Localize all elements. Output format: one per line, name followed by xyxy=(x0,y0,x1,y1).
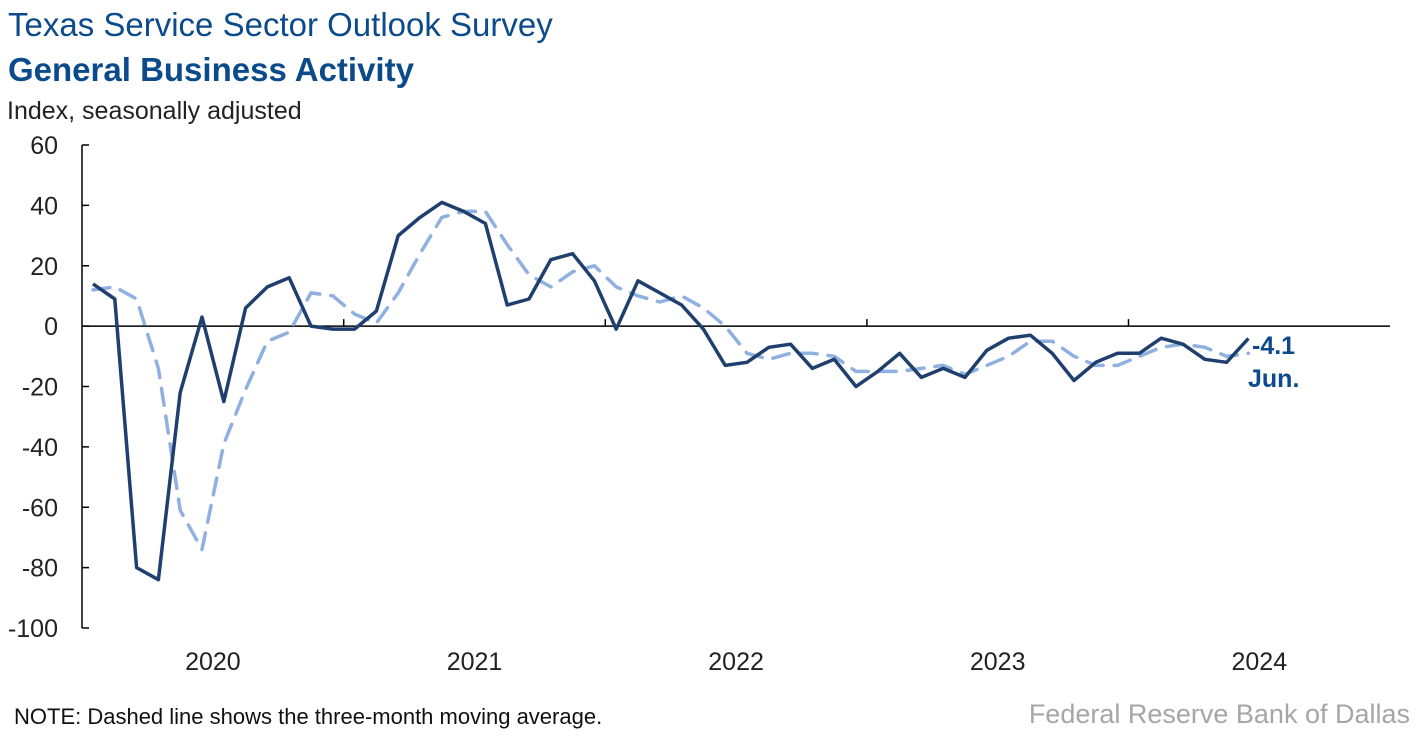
y-tick-label: 40 xyxy=(30,192,58,220)
annotation-label: Jun. xyxy=(1248,365,1299,393)
y-tick-label: -100 xyxy=(8,615,58,643)
x-tick-label: 2023 xyxy=(970,648,1026,676)
x-tick-label: 2021 xyxy=(447,648,503,676)
series-index xyxy=(92,200,1250,582)
y-tick-label: 20 xyxy=(30,253,58,281)
series-layer xyxy=(91,200,1251,582)
y-tick-label: 0 xyxy=(44,313,58,341)
x-tick-label: 2022 xyxy=(708,648,764,676)
chart-subtitle: General Business Activity xyxy=(8,51,414,88)
y-tick-label: -80 xyxy=(22,555,58,583)
x-tick-label: 2024 xyxy=(1231,648,1287,676)
source-label: Federal Reserve Bank of Dallas xyxy=(1028,699,1410,729)
footnote: NOTE: Dashed line shows the three-month … xyxy=(14,704,603,729)
annotation: -4.1 Jun. xyxy=(1248,332,1299,393)
axes xyxy=(81,144,1390,629)
y-tick-label: -40 xyxy=(22,434,58,462)
chart-title: Texas Service Sector Outlook Survey xyxy=(8,6,553,43)
y-tick-label: -60 xyxy=(22,494,58,522)
annotation-value: -4.1 xyxy=(1252,332,1295,360)
y-axis-label: Index, seasonally adjusted xyxy=(7,97,302,125)
x-tick-label: 2020 xyxy=(185,648,241,676)
y-tick-label: -20 xyxy=(22,374,58,402)
tick-labels: 60 40 20 0 -20 -40 -60 -80 -100 2020 2021 2022 2023 2… xyxy=(8,132,1287,676)
y-tick-label: 60 xyxy=(30,132,58,160)
